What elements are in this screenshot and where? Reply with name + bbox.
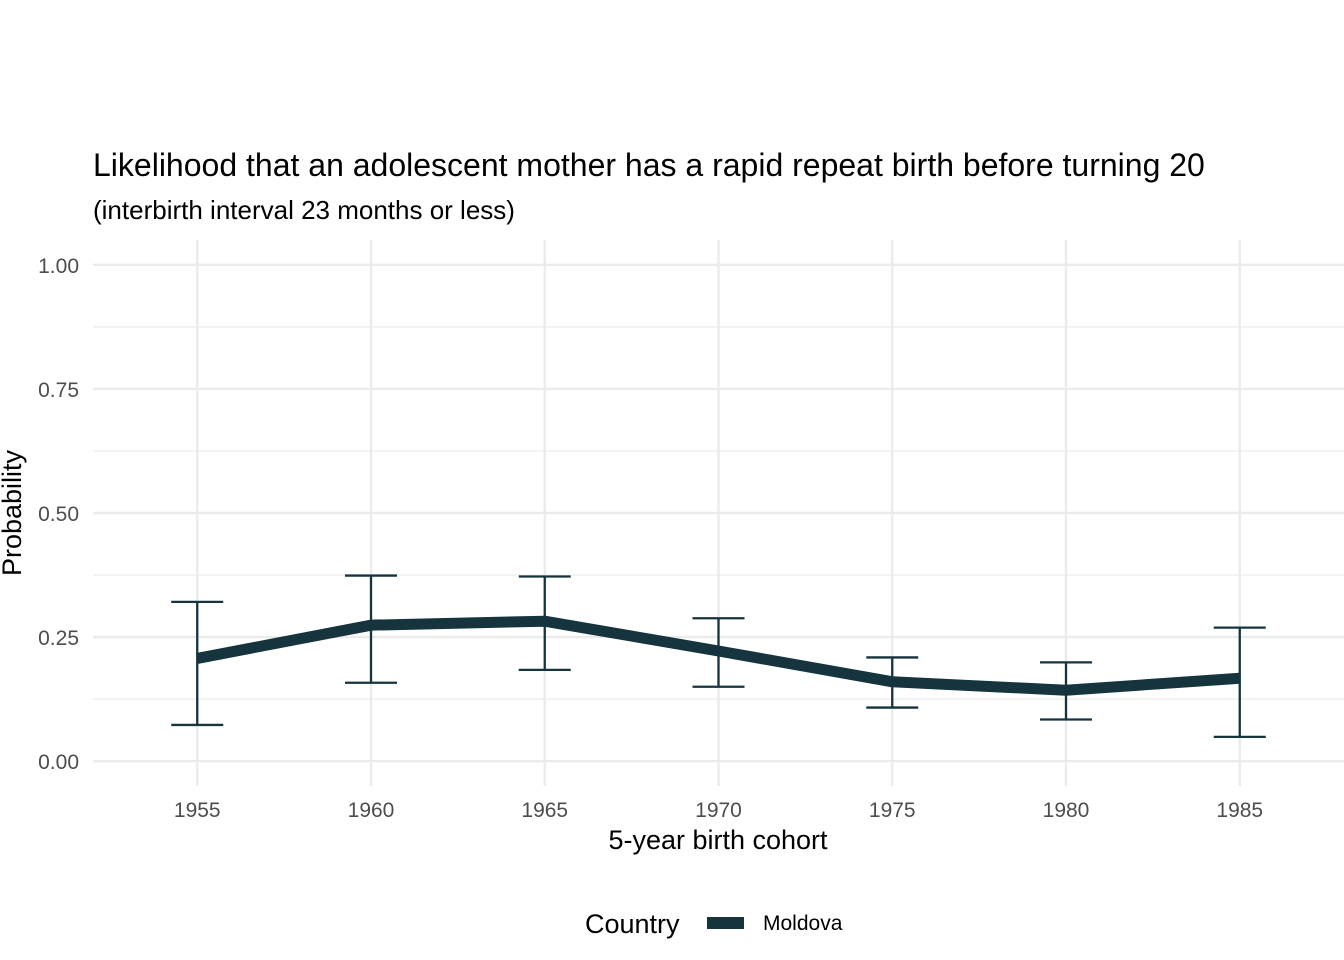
x-tick-label: 1960 — [348, 799, 395, 822]
chart-subtitle: (interbirth interval 23 months or less) — [93, 195, 515, 225]
error-bars — [171, 574, 1266, 739]
y-tick-label: 0.25 — [38, 627, 79, 650]
y-tick-label: 1.00 — [38, 255, 79, 278]
x-tick-label: 1980 — [1043, 799, 1090, 822]
x-tick-label: 1985 — [1216, 799, 1263, 822]
chart-title: Likelihood that an adolescent mother has… — [93, 147, 1205, 183]
y-axis-label: Probability — [0, 449, 27, 576]
grid — [93, 240, 1344, 786]
series-line-moldova — [196, 615, 1241, 696]
legend-label-moldova: Moldova — [763, 912, 843, 935]
legend: Country Moldova — [585, 909, 843, 939]
x-tick-label: 1975 — [869, 799, 916, 822]
y-tick-label: 0.50 — [38, 503, 79, 526]
y-axis-ticks: 0.00 0.25 0.50 0.75 1.00 — [38, 255, 79, 774]
x-axis-label: 5-year birth cohort — [608, 825, 828, 855]
x-tick-label: 1965 — [521, 799, 568, 822]
series-lines — [196, 615, 1241, 696]
y-tick-label: 0.75 — [38, 379, 79, 402]
x-axis-ticks: 1955 1960 1965 1970 1975 1980 1985 — [174, 799, 1263, 822]
legend-swatch-moldova — [707, 917, 744, 929]
legend-title: Country — [585, 909, 680, 939]
x-tick-label: 1955 — [174, 799, 221, 822]
error-bar — [171, 600, 224, 727]
y-tick-label: 0.00 — [38, 751, 79, 774]
x-tick-label: 1970 — [695, 799, 742, 822]
